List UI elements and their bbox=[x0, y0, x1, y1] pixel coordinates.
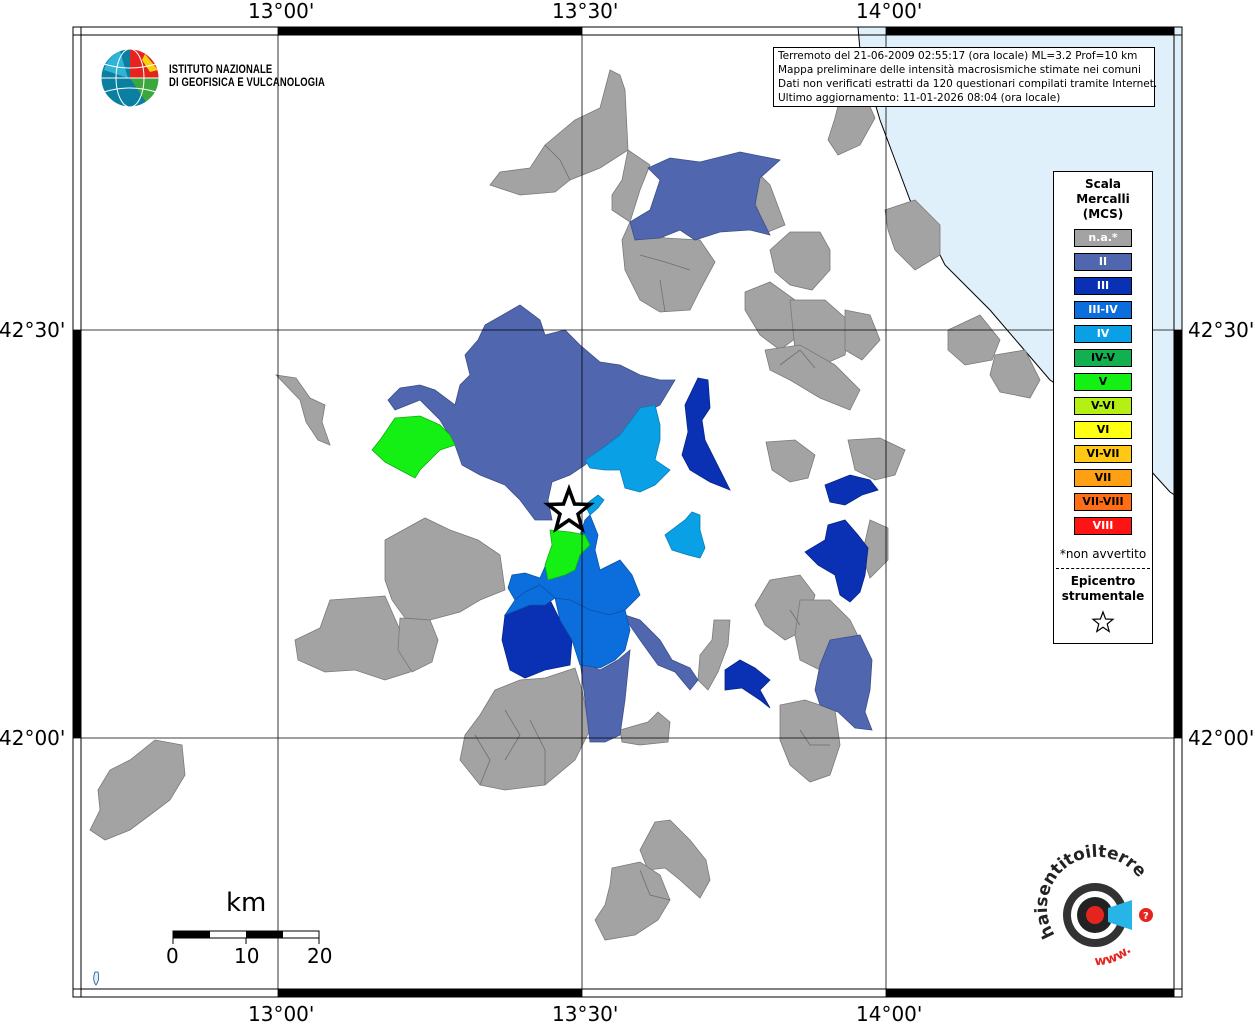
event-info-box: Terremoto del 21-06-2009 02:55:17 (ora l… bbox=[773, 47, 1158, 107]
ingv-globe-icon bbox=[100, 48, 160, 108]
map-frame bbox=[72, 26, 1183, 998]
legend-item: III-IV bbox=[1074, 301, 1132, 319]
municipalities-II bbox=[387, 151, 873, 743]
scalebar-tick-10: 10 bbox=[234, 944, 260, 968]
lon-label-bottom-1: 13°00' bbox=[248, 1002, 315, 1026]
scalebar-tick-20: 20 bbox=[307, 944, 333, 968]
institute-name: ISTITUTO NAZIONALE DI GEOFISICA E VULCAN… bbox=[169, 64, 325, 90]
site-logo-www: www. bbox=[1094, 943, 1134, 970]
svg-text:?: ? bbox=[1143, 911, 1149, 922]
lon-label-top-2: 13°30' bbox=[552, 0, 619, 23]
svg-text:www.: www. bbox=[1094, 943, 1134, 970]
legend-item: n.a.* bbox=[1074, 229, 1132, 247]
lake-outline bbox=[93, 971, 100, 986]
scalebar-tick-0: 0 bbox=[166, 944, 179, 968]
legend-title-line1: Scala bbox=[1084, 177, 1122, 191]
lat-label-right-1: 42°30' bbox=[1188, 318, 1255, 342]
institute-name-line1: ISTITUTO NAZIONALE bbox=[169, 64, 273, 76]
legend-item: II bbox=[1074, 253, 1132, 271]
legend-epicenter-line2: strumentale bbox=[1061, 589, 1145, 603]
legend-item: VII bbox=[1074, 469, 1132, 487]
legend-item: III bbox=[1074, 277, 1132, 295]
lat-label-left-2: 42°00' bbox=[0, 726, 66, 750]
legend-note: *non avvertito bbox=[1059, 547, 1147, 561]
legend-item: VI-VII bbox=[1074, 445, 1132, 463]
legend-item: VIII bbox=[1074, 517, 1132, 535]
legend-title: Scala Mercalli (MCS) bbox=[1054, 177, 1152, 222]
scalebar-unit: km bbox=[226, 888, 267, 918]
municipalities-V bbox=[371, 415, 591, 581]
lat-label-left-1: 42°30' bbox=[0, 318, 66, 342]
lat-label-right-2: 42°00' bbox=[1188, 726, 1255, 750]
legend-star-icon bbox=[1091, 610, 1115, 633]
event-info-line3: Dati non verificati estratti da 120 ques… bbox=[778, 78, 1158, 90]
lon-label-bottom-3: 14°00' bbox=[856, 1002, 923, 1026]
epicenter-star-icon bbox=[543, 483, 595, 534]
event-info-line2: Mappa preliminare delle intensità macros… bbox=[778, 64, 1141, 76]
lon-label-top-3: 14°00' bbox=[856, 0, 923, 23]
lon-label-bottom-2: 13°30' bbox=[552, 1002, 619, 1026]
legend-item: VI bbox=[1074, 421, 1132, 439]
legend-item: V bbox=[1074, 373, 1132, 391]
municipalities-III bbox=[501, 377, 879, 709]
event-info-line1: Terremoto del 21-06-2009 02:55:17 (ora l… bbox=[778, 50, 1138, 62]
map-grid bbox=[73, 27, 1182, 997]
gray-borders bbox=[474, 144, 830, 901]
mcs-legend: Scala Mercalli (MCS) n.a.* II III III-IV IV I… bbox=[1053, 171, 1153, 644]
legend-title-line2: Mercalli bbox=[1076, 192, 1130, 206]
institute-name-line2: DI GEOFISICA E VULCANOLOGIA bbox=[169, 77, 326, 89]
legend-separator bbox=[1056, 568, 1150, 569]
lon-label-top-1: 13°00' bbox=[248, 0, 315, 23]
legend-item: V-VI bbox=[1074, 397, 1132, 415]
municipalities-IV bbox=[584, 404, 706, 559]
legend-item: IV-V bbox=[1074, 349, 1132, 367]
legend-item: IV bbox=[1074, 325, 1132, 343]
event-info-line4: Ultimo aggiornamento: 11-01-2026 08:04 (… bbox=[778, 92, 1061, 104]
scale-bar bbox=[172, 930, 320, 944]
legend-item: VII-VIII bbox=[1074, 493, 1132, 511]
legend-epicenter-label: Epicentro strumentale bbox=[1054, 574, 1152, 604]
municipalities-not-felt bbox=[89, 69, 1041, 941]
legend-epicenter-line1: Epicentro bbox=[1070, 574, 1136, 588]
legend-title-line3: (MCS) bbox=[1082, 207, 1124, 221]
